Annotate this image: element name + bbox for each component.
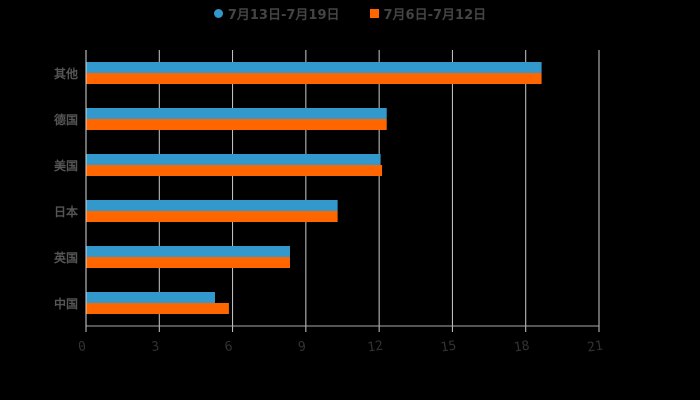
y-category-label: 中国 [54,296,78,311]
y-category-label: 德国 [54,112,78,127]
x-tick-label: 0 [77,339,87,355]
x-tick-label: 15 [440,339,458,356]
series1-marker-icon [213,9,223,18]
bar [86,303,229,314]
x-tick-label: 12 [366,339,384,356]
bar [86,211,338,222]
x-tick-label: 3 [150,339,160,355]
legend-item-series2[interactable]: 7月6日-7月12日 [369,4,487,23]
bar [86,73,542,84]
bar [86,257,290,268]
bar [86,200,338,211]
series2-marker-icon [369,9,379,18]
x-tick-label: 18 [513,339,531,356]
bar [86,108,387,119]
chart-legend: 7月13日-7月19日 7月6日-7月12日 [0,4,700,23]
y-category-label: 日本 [54,204,78,219]
x-tick-label: 21 [586,339,604,356]
y-category-label: 英国 [54,250,78,265]
bar [86,292,215,303]
y-category-label: 美国 [54,158,78,173]
x-tick-label: 9 [297,339,307,355]
bar [86,246,290,257]
legend-label-series2: 7月6日-7月12日 [383,8,487,23]
bar [86,62,542,73]
y-category-label: 其他 [54,66,78,81]
bar [86,154,381,165]
legend-item-series1[interactable]: 7月13日-7月19日 [213,4,340,23]
x-tick-label: 6 [224,339,234,355]
bar [86,119,387,130]
legend-label-series1: 7月13日-7月19日 [227,8,340,23]
bar [86,165,383,176]
